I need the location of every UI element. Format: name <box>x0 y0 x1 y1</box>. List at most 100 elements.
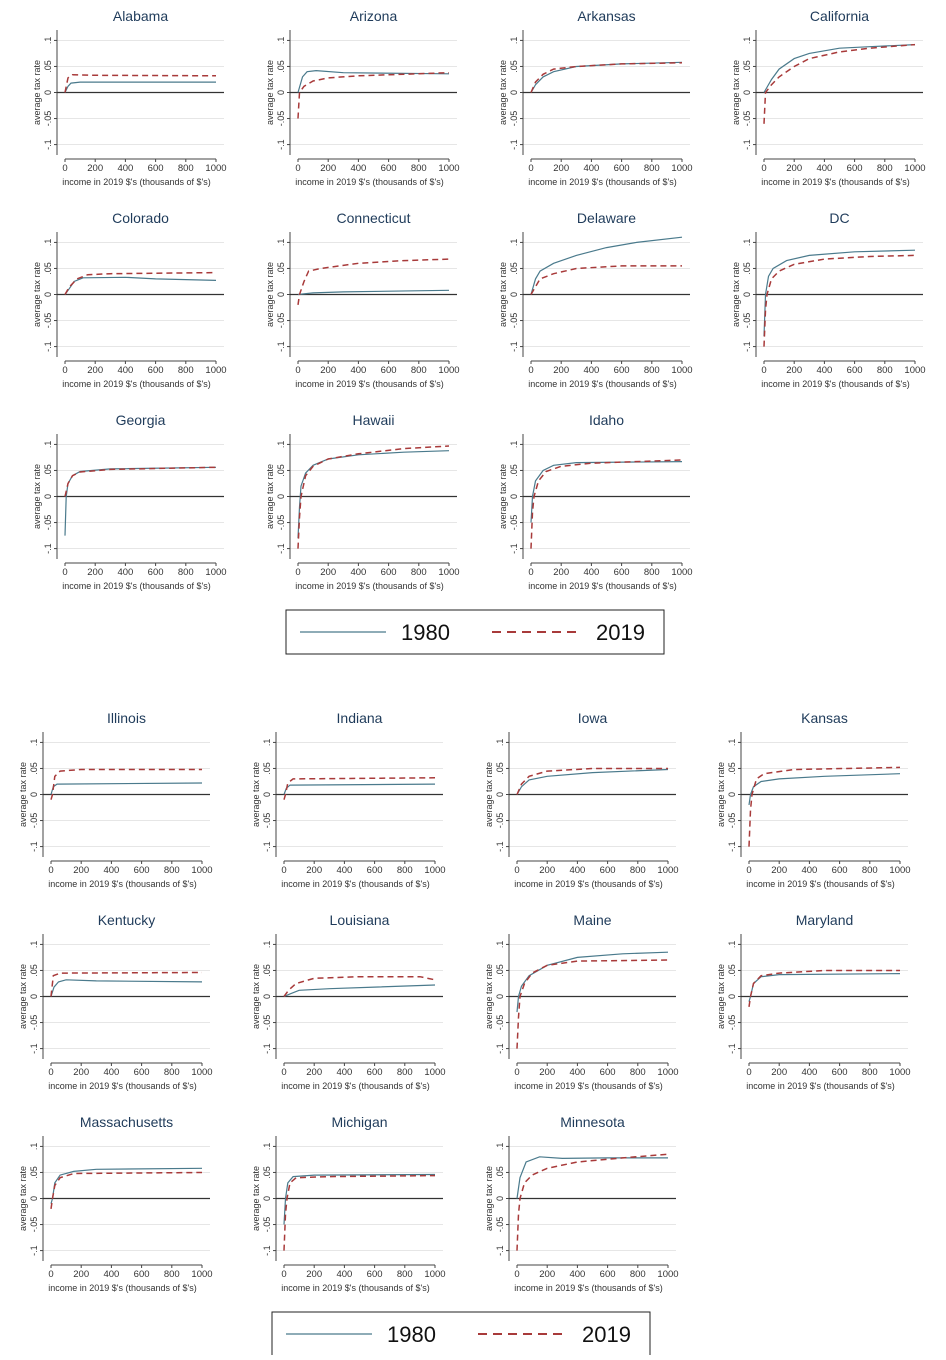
x-tick-label: 1000 <box>438 365 459 376</box>
y-tick-label: -.05 <box>509 111 519 127</box>
y-axis-label: average tax rate <box>251 1166 261 1231</box>
x-axis-label: income in 2019 $'s (thousands of $'s) <box>761 379 910 389</box>
x-tick-label: 800 <box>644 567 660 578</box>
x-tick-label: 1000 <box>657 1067 678 1078</box>
y-tick-label: .05 <box>276 60 286 73</box>
y-tick-label: 0 <box>276 292 286 297</box>
y-tick-label: 0 <box>495 1196 505 1201</box>
x-tick-label: 0 <box>528 567 533 578</box>
y-tick-label: .1 <box>276 37 286 45</box>
x-tick-label: 1000 <box>205 567 226 578</box>
x-tick-label: 1000 <box>205 365 226 376</box>
x-tick-label: 600 <box>381 163 397 174</box>
panel-title: Arkansas <box>577 8 635 24</box>
y-tick-label: .05 <box>742 262 752 275</box>
y-tick-label: .1 <box>262 1143 272 1151</box>
y-axis-label: average tax rate <box>18 762 28 827</box>
x-tick-label: 600 <box>832 865 848 876</box>
x-tick-label: 600 <box>614 567 630 578</box>
x-tick-label: 600 <box>600 1269 616 1280</box>
x-tick-label: 200 <box>73 1269 89 1280</box>
y-axis-label: average tax rate <box>484 964 494 1029</box>
x-tick-label: 800 <box>397 1269 413 1280</box>
series-line-2019 <box>530 459 683 549</box>
legend-label-1980: 1980 <box>387 1322 436 1347</box>
x-axis-label: income in 2019 $'s (thousands of $'s) <box>514 1283 663 1293</box>
panel-title: Idaho <box>589 412 624 428</box>
y-tick-label: -.1 <box>509 341 519 352</box>
panel-title: Alabama <box>113 8 168 24</box>
y-tick-label: 0 <box>495 792 505 797</box>
x-tick-label: 200 <box>553 163 569 174</box>
x-tick-label: 800 <box>644 163 660 174</box>
y-axis-label: average tax rate <box>265 464 275 529</box>
y-tick-label: .05 <box>276 464 286 477</box>
y-tick-label: -.05 <box>509 515 519 531</box>
series-line-2019 <box>530 62 683 93</box>
y-tick-label: -.05 <box>742 111 752 127</box>
y-tick-label: -.1 <box>727 1043 737 1054</box>
x-tick-label: 800 <box>164 1269 180 1280</box>
y-tick-label: -.05 <box>495 1015 505 1031</box>
panel-title: Arizona <box>350 8 398 24</box>
y-tick-label: -.1 <box>43 341 53 352</box>
x-tick-label: 400 <box>583 567 599 578</box>
x-tick-label: 600 <box>600 1067 616 1078</box>
y-tick-label: -.05 <box>495 1217 505 1233</box>
x-tick-label: 1000 <box>191 1067 212 1078</box>
x-tick-label: 200 <box>306 1067 322 1078</box>
x-axis-label: income in 2019 $'s (thousands of $'s) <box>281 1081 430 1091</box>
y-tick-label: 0 <box>262 792 272 797</box>
x-tick-label: 800 <box>630 1067 646 1078</box>
y-tick-label: 0 <box>495 994 505 999</box>
y-tick-label: 0 <box>742 90 752 95</box>
y-tick-label: 0 <box>43 292 53 297</box>
x-tick-label: 600 <box>148 365 164 376</box>
x-tick-label: 200 <box>786 365 802 376</box>
y-tick-label: -.1 <box>43 139 53 150</box>
y-tick-label: -.05 <box>43 515 53 531</box>
x-tick-label: 800 <box>862 865 878 876</box>
y-tick-label: 0 <box>727 994 737 999</box>
y-tick-label: .1 <box>742 37 752 45</box>
x-axis-label: income in 2019 $'s (thousands of $'s) <box>528 581 677 591</box>
y-tick-label: -.1 <box>262 1043 272 1054</box>
x-axis-label: income in 2019 $'s (thousands of $'s) <box>295 177 444 187</box>
x-tick-label: 400 <box>350 365 366 376</box>
x-axis-label: income in 2019 $'s (thousands of $'s) <box>62 379 211 389</box>
x-axis-label: income in 2019 $'s (thousands of $'s) <box>528 177 677 187</box>
panel-title: Michigan <box>331 1114 387 1130</box>
x-tick-label: 400 <box>816 163 832 174</box>
x-tick-label: 600 <box>148 163 164 174</box>
x-axis-label: income in 2019 $'s (thousands of $'s) <box>62 177 211 187</box>
x-tick-label: 400 <box>583 365 599 376</box>
x-tick-label: 0 <box>48 865 53 876</box>
y-tick-label: .1 <box>43 37 53 45</box>
x-tick-label: 400 <box>350 163 366 174</box>
x-tick-label: 400 <box>569 1067 585 1078</box>
x-tick-label: 400 <box>801 1067 817 1078</box>
x-tick-label: 600 <box>832 1067 848 1078</box>
x-tick-label: 400 <box>103 1067 119 1078</box>
x-axis-label: income in 2019 $'s (thousands of $'s) <box>62 581 211 591</box>
series-line-1980 <box>297 450 450 539</box>
y-tick-label: 0 <box>262 1196 272 1201</box>
x-tick-label: 200 <box>771 865 787 876</box>
x-tick-label: 1000 <box>424 865 445 876</box>
x-tick-label: 1000 <box>191 865 212 876</box>
y-tick-label: -.1 <box>276 139 286 150</box>
panel-title: Connecticut <box>337 210 411 226</box>
x-axis-label: income in 2019 $'s (thousands of $'s) <box>48 1283 197 1293</box>
y-tick-label: -.1 <box>495 841 505 852</box>
y-tick-label: -.05 <box>509 313 519 329</box>
x-tick-label: 600 <box>381 567 397 578</box>
y-tick-label: -.05 <box>262 1217 272 1233</box>
panel-connecticut: Connecticut -.1 -.05 0 .05 .1 average tax rate… <box>265 210 460 389</box>
x-tick-label: 400 <box>801 865 817 876</box>
y-tick-label: -.1 <box>29 1043 39 1054</box>
x-tick-label: 1000 <box>424 1269 445 1280</box>
